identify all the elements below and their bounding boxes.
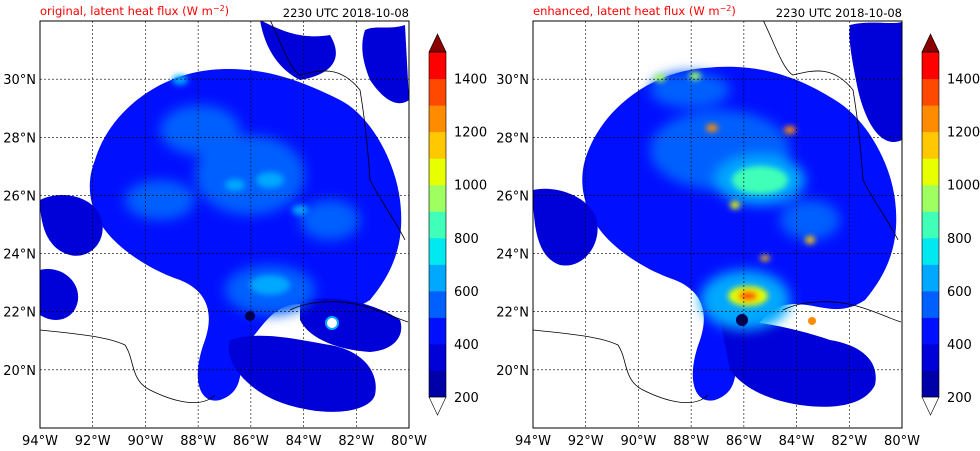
x-tick-label: 90°W (620, 434, 656, 449)
y-tick-label: 24°N (496, 248, 529, 263)
panel-title-left: enhanced, latent heat flux (W m−2) (533, 4, 736, 18)
colorbar-tick-label: 1000 (454, 179, 487, 194)
colorbar-segment (922, 317, 939, 345)
x-tick-label: 80°W (391, 434, 427, 449)
y-tick-label: 22°N (496, 306, 529, 321)
x-tick-label: 92°W (568, 434, 604, 449)
colorbar-segment (922, 158, 939, 186)
colorbar-segment (429, 158, 446, 186)
colorbar-segment (429, 211, 446, 239)
panel-original: original, latent heat flux (W m−2) 2230 … (3, 4, 487, 449)
heatmap-field (533, 21, 902, 428)
colorbar-segment (429, 131, 446, 159)
colorbar-segment (922, 264, 939, 292)
y-tick-label: 30°N (496, 73, 529, 88)
x-tick-label: 86°W (233, 434, 269, 449)
colorbar: 200 400 600 800 1000 1200 1400 (428, 33, 487, 416)
x-tick-label: 80°W (884, 434, 920, 449)
colorbar-segment (922, 78, 939, 106)
y-tick-label: 28°N (496, 131, 529, 146)
y-tick-label: 20°N (3, 364, 36, 379)
colorbar-tick-label: 1400 (454, 73, 487, 88)
x-tick-label: 88°W (180, 434, 216, 449)
colorbar-tick-label: 200 (947, 391, 972, 406)
colorbar-segment (922, 343, 939, 371)
x-tick-label: 90°W (127, 434, 163, 449)
coastline (533, 21, 899, 403)
gridlines (532, 21, 903, 428)
colorbar-segment (429, 317, 446, 345)
x-tick-label: 82°W (831, 434, 867, 449)
colorbar-segment (429, 78, 446, 106)
colorbar-tick-label: 1200 (947, 126, 980, 141)
y-tick-label: 30°N (3, 73, 36, 88)
colorbar-tick-label: 1400 (947, 73, 980, 88)
flux-region (89, 69, 402, 401)
colorbar-extend-max (428, 33, 447, 53)
colorbar-frame (428, 51, 447, 398)
colorbar-segment (922, 131, 939, 159)
x-tick-label: 82°W (338, 434, 374, 449)
colorbar-segment (429, 264, 446, 292)
y-tick-label: 26°N (3, 189, 36, 204)
panel-enhanced: enhanced, latent heat flux (W m−2) 2230 … (496, 4, 980, 449)
colorbar-segment (429, 343, 446, 371)
heatmap-field (40, 21, 409, 428)
colorbar-segment (922, 105, 939, 133)
x-tick-label: 84°W (286, 434, 322, 449)
x-tick-label: 94°W (515, 434, 551, 449)
y-tick-label: 22°N (3, 306, 36, 321)
colorbar-tick-label: 600 (454, 285, 479, 300)
colorbar-tick-label: 1200 (454, 126, 487, 141)
colorbar-tick-label: 800 (454, 232, 479, 247)
panel-time-label: 2230 UTC 2018-10-08 (283, 6, 409, 20)
colorbar-tick-label: 800 (947, 232, 972, 247)
y-tick-label: 28°N (3, 131, 36, 146)
y-tick-label: 20°N (496, 364, 529, 379)
colorbar-segment (429, 184, 446, 212)
colorbar-segment (922, 290, 939, 318)
y-tick-label: 26°N (496, 189, 529, 204)
coastline (40, 21, 406, 403)
colorbar-segment (429, 105, 446, 133)
colorbar-segment (429, 290, 446, 318)
colorbar-segment (922, 184, 939, 212)
x-tick-label: 94°W (22, 434, 58, 449)
x-tick-label: 88°W (673, 434, 709, 449)
colorbar-extend-max (921, 33, 940, 53)
colorbar-segment (429, 370, 446, 398)
axis-ticks: 94°W 92°W 90°W 88°W 86°W 84°W 82°W 80°W 20°N 22°N… (3, 73, 427, 449)
y-tick-label: 24°N (3, 248, 36, 263)
x-tick-label: 84°W (779, 434, 815, 449)
colorbar-segment (429, 52, 446, 80)
map-frame (532, 20, 903, 429)
colorbar-segment (922, 52, 939, 80)
colorbar-extend-min (428, 396, 447, 416)
x-tick-label: 92°W (75, 434, 111, 449)
gridlines (39, 21, 410, 428)
x-tick-label: 86°W (726, 434, 762, 449)
colorbar-extend-min (921, 396, 940, 416)
colorbar-segment (922, 211, 939, 239)
colorbar-segment (922, 237, 939, 265)
colorbar-tick-label: 1000 (947, 179, 980, 194)
colorbar-segment (922, 370, 939, 398)
colorbar-tick-label: 600 (947, 285, 972, 300)
map-frame (39, 20, 410, 429)
colorbar-tick-label: 200 (454, 391, 479, 406)
panel-title-left: original, latent heat flux (W m−2) (40, 4, 229, 18)
axis-ticks: 94°W 92°W 90°W 88°W 86°W 84°W 82°W 80°W 20°N 22°N… (496, 73, 920, 449)
colorbar-segment (429, 237, 446, 265)
colorbar-tick-label: 400 (454, 338, 479, 353)
colorbar-tick-label: 400 (947, 338, 972, 353)
colorbar-frame (921, 51, 940, 398)
panel-time-label: 2230 UTC 2018-10-08 (776, 6, 902, 20)
colorbar: 200 400 600 800 1000 1200 1400 (921, 33, 980, 416)
